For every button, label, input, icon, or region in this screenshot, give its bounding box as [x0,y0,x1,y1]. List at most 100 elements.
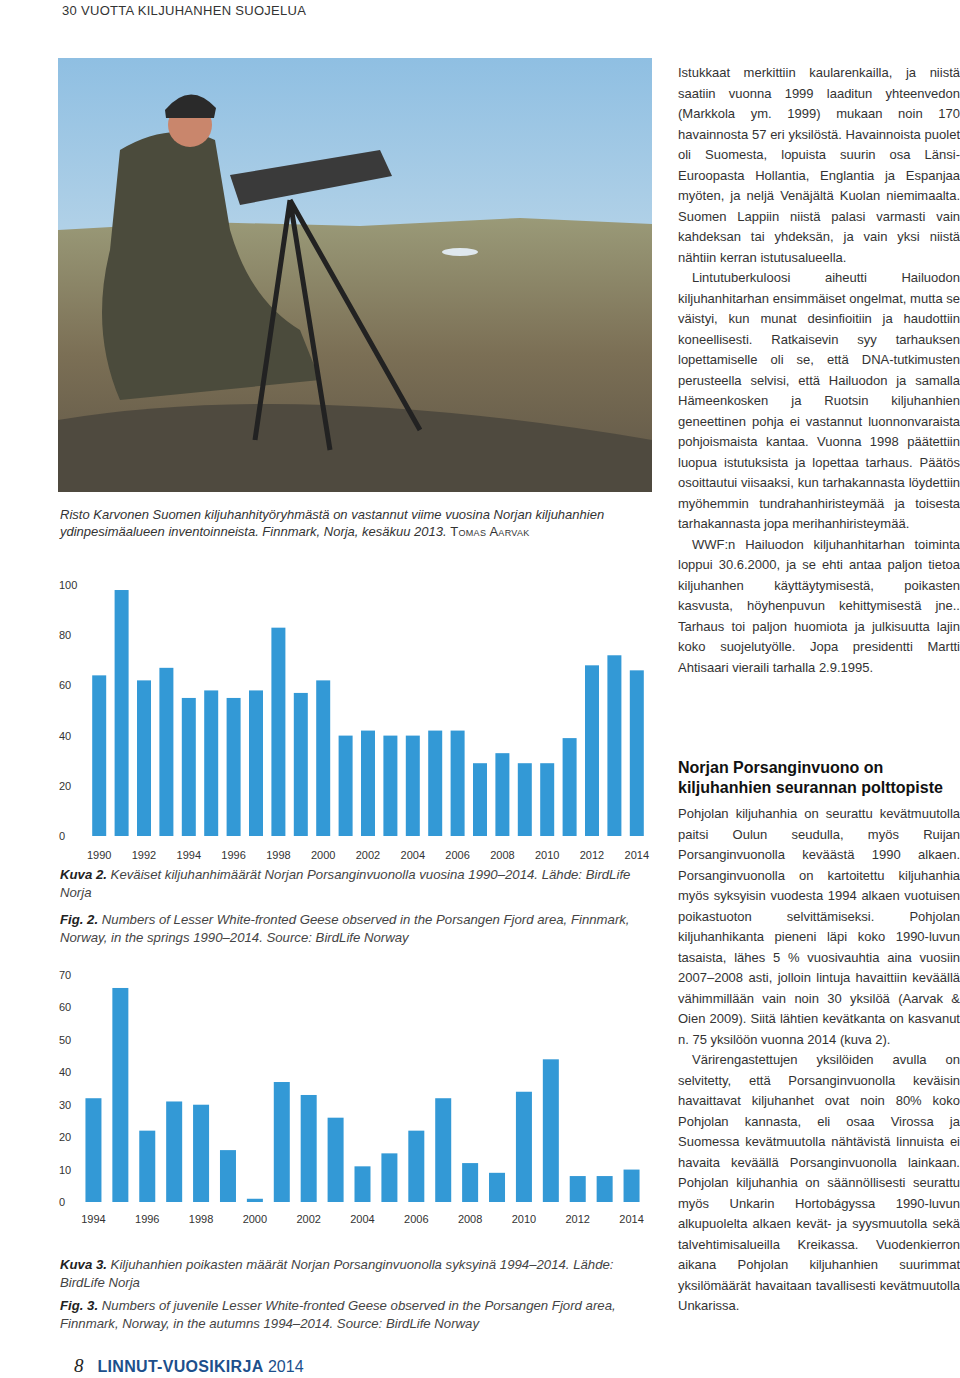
bar [274,1082,290,1202]
bar [271,628,285,836]
caption-label: Fig. 2. [60,912,98,927]
x-tick-label: 2008 [490,849,514,861]
bar [451,731,465,836]
x-tick-label: 1994 [177,849,201,861]
bar [383,736,397,836]
page: 0204060801001990199219941996199820002002… [0,0,960,1378]
bar [247,1199,263,1202]
bar [92,675,106,836]
bar [227,698,241,836]
bar [361,731,375,836]
x-tick-label: 2006 [404,1213,428,1225]
bar [516,1092,532,1202]
y-tick-label: 70 [59,969,71,981]
chart: 0102030405060701994199619982000200220042… [59,969,644,1225]
article-column: Istukkaat merkittiin kaularenkailla, ja … [678,63,960,678]
bar [563,738,577,836]
paragraph: Pohjolan kiljuhanhia on seurattu kevätmu… [678,804,960,1050]
section-heading: Norjan Porsanginvuono on kiljuhanhien se… [678,758,960,798]
bars [92,590,644,836]
y-tick-label: 60 [59,679,71,691]
caption-text: Kiljuhanhien poikasten määrät Norjan Por… [60,1257,614,1290]
x-tick-label: 2002 [356,849,380,861]
photo-foreground [58,404,652,492]
bar [182,698,196,836]
y-tick-label: 80 [59,629,71,641]
bar [435,1098,451,1202]
bar [85,1098,101,1202]
bar [301,1095,317,1202]
bar [137,680,151,836]
x-tick-label: 2014 [625,849,649,861]
x-tick-label: 2004 [350,1213,374,1225]
photo-caption: Risto Karvonen Suomen kiljuhanhityöryhmä… [60,506,656,540]
y-tick-label: 50 [59,1034,71,1046]
bar [328,1118,344,1202]
bar [112,988,128,1202]
bar [166,1101,182,1202]
article-column: Norjan Porsanginvuono on kiljuhanhien se… [678,758,960,1317]
x-tick-label: 2008 [458,1213,482,1225]
bar [408,1131,424,1202]
photo-pond [442,248,478,256]
bar [624,1170,640,1202]
footer: 8LINNUT-VUOSIKIRJA 2014 [74,1355,304,1377]
y-tick-label: 100 [59,579,77,591]
y-tick-label: 20 [59,780,71,792]
bar [193,1105,209,1202]
bar [406,736,420,836]
bar [355,1166,371,1202]
y-tick-label: 0 [59,1196,65,1208]
paragraph: WWF:n Hailuodon kiljuhanhitarhan toimint… [678,535,960,679]
bar [115,590,129,836]
chart: 0204060801001990199219941996199820002002… [59,579,649,861]
y-tick-label: 40 [59,1066,71,1078]
bar [428,731,442,836]
photo-sky [58,58,652,492]
figure-caption: Kuva 3. Kiljuhanhien poikasten määrät No… [60,1256,656,1291]
bar [159,668,173,836]
x-tick-label: 1994 [81,1213,105,1225]
x-tick-label: 1998 [266,849,290,861]
bar [462,1163,478,1202]
bar [607,655,621,836]
bar [540,763,554,836]
bars [85,988,639,1202]
figure-caption: Fig. 3. Numbers of juvenile Lesser White… [60,1297,656,1332]
page-number: 8 [74,1355,84,1376]
photo [58,58,652,492]
x-tick-label: 2012 [565,1213,589,1225]
bar [294,693,308,836]
bar [339,736,353,836]
x-tick-label: 1990 [87,849,111,861]
y-tick-label: 0 [59,830,65,842]
bar [316,680,330,836]
bar [597,1176,613,1202]
x-tick-label: 1996 [221,849,245,861]
publication-year: 2014 [268,1358,304,1375]
photo-cap [165,94,216,118]
x-tick-label: 1998 [189,1213,213,1225]
photo-lens [230,150,392,205]
y-tick-label: 20 [59,1131,71,1143]
bar [473,763,487,836]
photo-tripod [255,200,420,450]
running-title: 30 VUOTTA KILJUHANHEN SUOJELUA [62,3,306,18]
bar [630,670,644,836]
figure-caption: Kuva 2. Keväiset kiljuhanhimäärät Norjan… [60,866,656,901]
x-tick-label: 2006 [445,849,469,861]
caption-label: Kuva 2. [60,867,107,882]
x-tick-label: 1996 [135,1213,159,1225]
caption-text: Numbers of juvenile Lesser White-fronted… [60,1298,616,1331]
figure-caption: Fig. 2. Numbers of Lesser White-fronted … [60,911,656,946]
bar [249,690,263,836]
x-tick-label: 1992 [132,849,156,861]
photo-credit: Tomas Aarvak [450,524,529,539]
x-tick-label: 2010 [535,849,559,861]
bar [570,1176,586,1202]
x-tick-label: 2002 [296,1213,320,1225]
bar [489,1173,505,1202]
paragraph: Värirengastettujen yksilöiden avulla on … [678,1050,960,1317]
y-tick-label: 30 [59,1099,71,1111]
x-tick-label: 2014 [619,1213,643,1225]
